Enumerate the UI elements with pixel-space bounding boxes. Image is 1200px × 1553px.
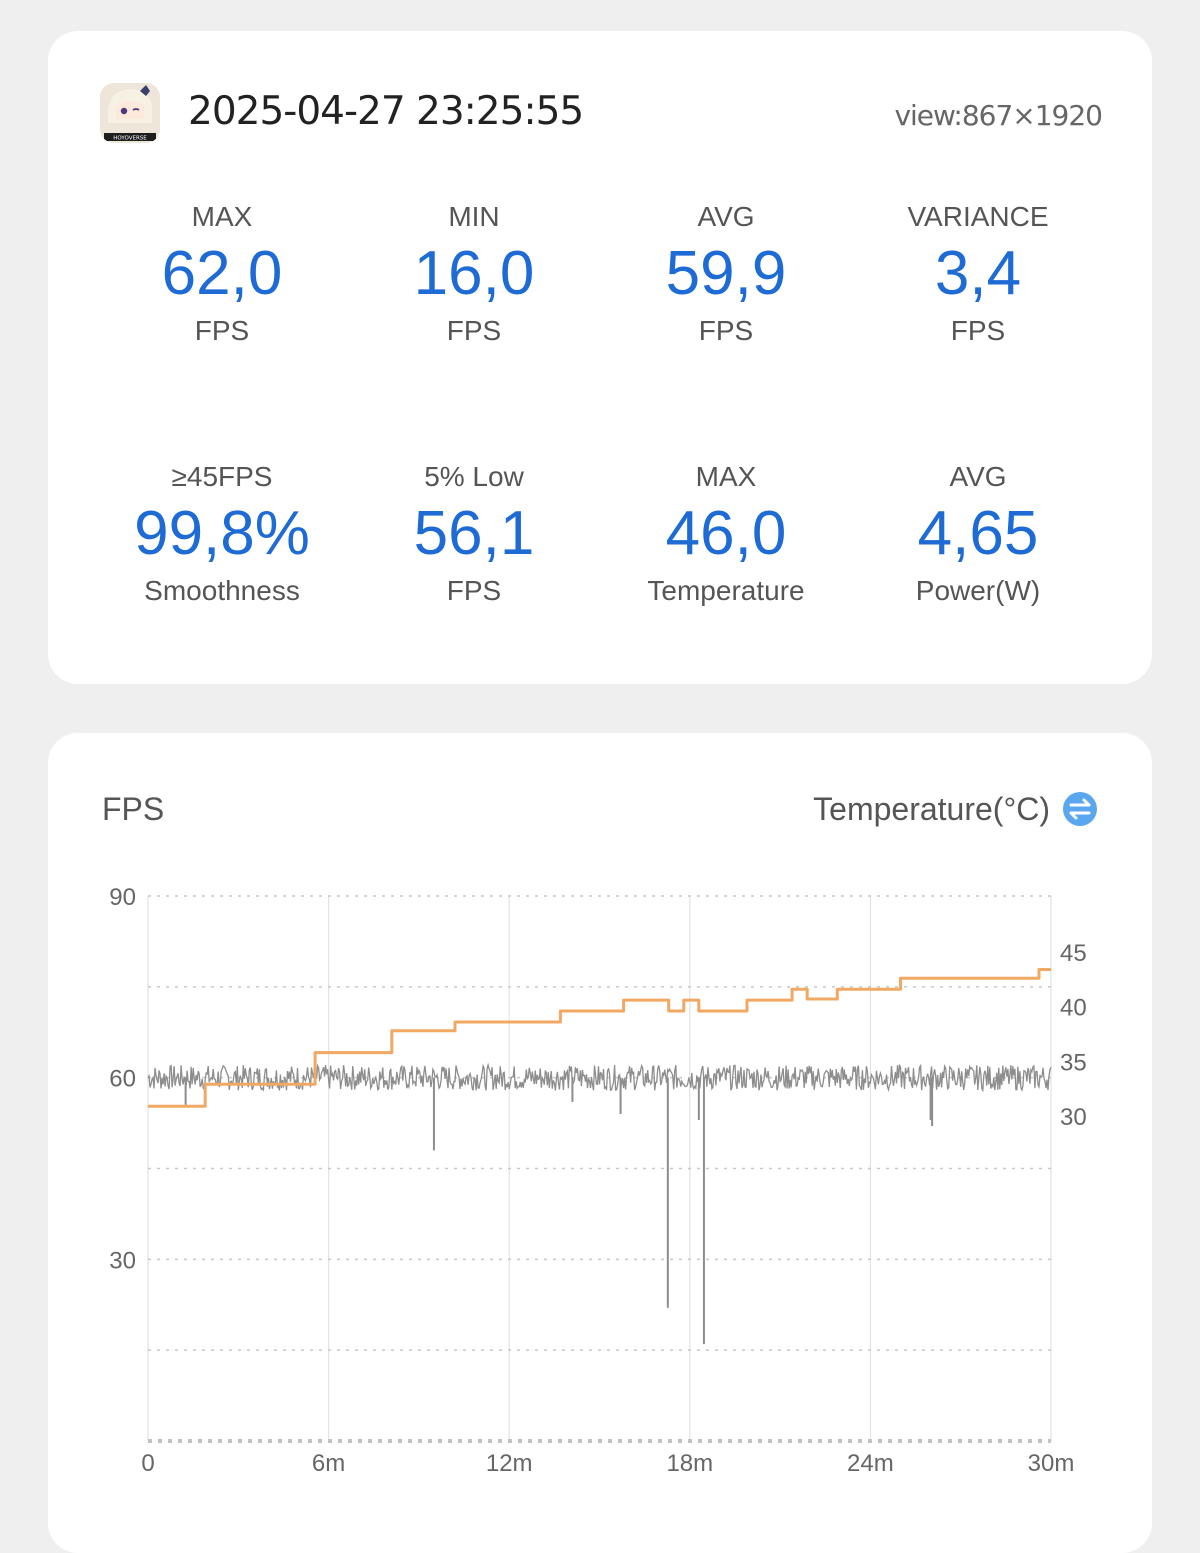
stat-unit: FPS [446, 315, 502, 346]
stat-avg-fps: AVG 59,9 FPS [600, 191, 852, 451]
svg-text:HOYOVERSE: HOYOVERSE [113, 136, 147, 142]
stat-label: AVG [697, 201, 755, 232]
x-tick-label: 12m [486, 1450, 533, 1477]
stat-label: MAX [191, 201, 253, 232]
view-resolution: view:867×1920 [894, 99, 1103, 132]
x-tick-label: 24m [847, 1450, 894, 1477]
swap-icon[interactable] [1062, 791, 1098, 827]
y-right-tick-label: 40 [1060, 995, 1087, 1022]
stat-unit: FPS [194, 315, 250, 346]
stat-label: 5% Low [424, 461, 524, 492]
stat-unit: FPS [950, 315, 1006, 346]
stat-variance: VARIANCE 3,4 FPS [852, 191, 1104, 451]
game-avatar-icon: HOYOVERSE [100, 83, 160, 143]
x-tick-label: 18m [666, 1450, 713, 1477]
stat-value: 62,0 [161, 239, 283, 308]
y-left-tick-label: 30 [109, 1247, 136, 1274]
stat-label: VARIANCE [907, 201, 1049, 232]
fps-temperature-chart: 30 60 90 30 35 40 45 0 6m 12m 18m 24m 30m [109, 884, 1087, 1477]
stat-value: 46,0 [665, 499, 787, 568]
stat-unit: Temperature [647, 575, 805, 606]
y-left-tick-label: 60 [109, 1066, 136, 1093]
stat-row-fps: MAX 62,0 FPS MIN 16,0 FPS AVG 59,9 FPS V… [96, 191, 1104, 451]
stat-label: ≥45FPS [171, 461, 273, 492]
stat-min-fps: MIN 16,0 FPS [348, 191, 600, 451]
stat-grid: MAX 62,0 FPS MIN 16,0 FPS AVG 59,9 FPS V… [96, 191, 1104, 711]
y-right-tick-label: 30 [1060, 1104, 1087, 1131]
session-header: HOYOVERSE 2025-04-27 23:25:55 view:867×1… [100, 83, 1103, 145]
y-right-tick-label: 45 [1060, 940, 1087, 967]
stat-smoothness: ≥45FPS 99,8% Smoothness [96, 451, 348, 711]
stat-row-extra: ≥45FPS 99,8% Smoothness 5% Low 56,1 FPS … [96, 451, 1104, 711]
stat-unit: Smoothness [144, 575, 300, 606]
stat-value: 56,1 [413, 499, 535, 568]
stat-value: 16,0 [413, 239, 535, 308]
stat-max-temperature: MAX 46,0 Temperature [600, 451, 852, 711]
stat-avg-power: AVG 4,65 Power(W) [852, 451, 1104, 711]
stat-unit: FPS [698, 315, 754, 346]
y-right-tick-label: 35 [1060, 1049, 1087, 1076]
stat-value: 59,9 [665, 239, 787, 308]
summary-card: HOYOVERSE 2025-04-27 23:25:55 view:867×1… [48, 31, 1152, 684]
stat-unit: FPS [446, 575, 502, 606]
stat-max-fps: MAX 62,0 FPS [96, 191, 348, 451]
temperature-series-line [148, 968, 1051, 1108]
x-tick-label: 6m [312, 1450, 345, 1477]
chart-left-title: FPS [102, 791, 165, 827]
stat-label: MAX [695, 461, 757, 492]
y-left-tick-label: 90 [109, 884, 136, 911]
stat-value: 3,4 [934, 239, 1022, 308]
stat-value: 99,8% [134, 499, 310, 568]
chart-card: 30 60 90 30 35 40 45 0 6m 12m 18m 24m 30m FPS Temper… [48, 733, 1152, 1553]
stat-label: AVG [949, 461, 1007, 492]
x-tick-label: 0 [141, 1450, 154, 1477]
x-tick-label: 30m [1028, 1450, 1075, 1477]
session-timestamp: 2025-04-27 23:25:55 [188, 89, 584, 134]
stat-label: MIN [448, 201, 500, 232]
stat-value: 4,65 [917, 499, 1039, 568]
stat-5pct-low: 5% Low 56,1 FPS [348, 451, 600, 711]
fps-series-line [147, 1062, 1052, 1093]
chart-right-title: Temperature(°C) [813, 791, 1050, 827]
stat-unit: Power(W) [915, 575, 1041, 606]
